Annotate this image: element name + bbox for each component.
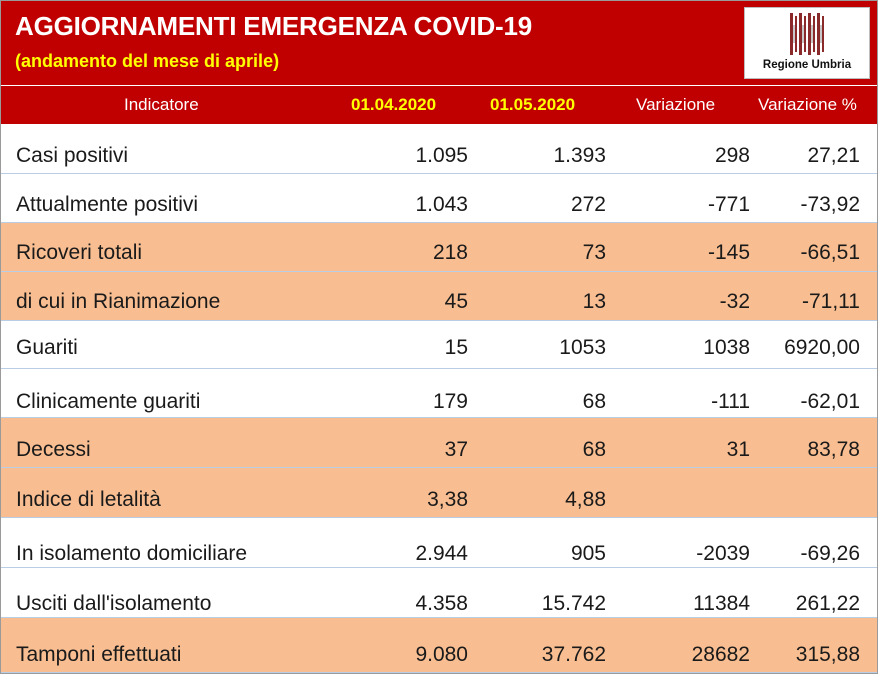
cell-01-04-2020: 45 [444,290,468,313]
cell-01-04-2020: 1.043 [415,193,468,216]
table-row: Indice di letalità 3,38 4,88 [1,468,877,518]
cell-indicatore: In isolamento domiciliare [16,542,248,565]
cell-variazione: -145 [707,241,750,264]
cell-01-04-2020: 3,38 [427,488,468,511]
table-row: Usciti dall'isolamento 4.358 15.742 11384 26… [1,568,877,618]
cell-variazione-percent: 27,21 [807,144,860,167]
cell-indicatore: Attualmente positivi [16,193,199,216]
cell-01-05-2020: 1.393 [553,144,606,167]
table-header: Indicatore 01.04.2020 01.05.2020 Variazi… [1,86,877,124]
col-header-variazione-percent: Variazione % [758,95,857,114]
cell-01-04-2020: 37 [444,438,468,461]
col-header-indicatore: Indicatore [124,95,199,114]
table-row: Attualmente positivi 1.043 272 -771 -73,92 [1,174,877,223]
cell-01-04-2020: 15 [444,336,468,359]
table-row: Casi positivi 1.095 1.393 298 27,21 [1,125,877,174]
cell-01-05-2020: 68 [582,438,606,461]
cell-variazione: 11384 [693,592,750,615]
cell-indicatore: Guariti [16,336,78,359]
cell-variazione: 28682 [691,643,750,666]
cell-variazione-percent: 261,22 [795,592,860,615]
table-row: Ricoveri totali 218 73 -145 -66,51 [1,223,877,272]
cell-variazione-percent: -62,01 [800,390,860,413]
cell-01-05-2020: 15.742 [541,592,606,615]
cell-variazione-percent: 6920,00 [784,336,860,359]
cell-01-04-2020: 2.944 [415,542,468,565]
cell-indicatore: Usciti dall'isolamento [16,592,212,615]
page-subtitle: (andamento del mese di aprile) [15,51,280,71]
page-title: AGGIORNAMENTI EMERGENZA COVID-19 [15,11,533,41]
logo-label: Regione Umbria [762,59,852,71]
umbria-emblem-icon [790,13,824,55]
table-row: Tamponi effettuati 9.080 37.762 28682 315,88 [1,618,877,673]
col-header-date-2: 01.05.2020 [490,95,576,114]
table-row: Guariti 15 1053 1038 6920,00 [1,321,877,369]
table-row: Clinicamente guariti 179 68 -111 -62,01 [1,369,877,418]
cell-indicatore: Decessi [16,438,91,461]
cell-indicatore: Clinicamente guariti [16,390,201,413]
cell-01-05-2020: 905 [570,542,606,565]
cell-indicatore: Casi positivi [16,144,129,167]
table-row: di cui in Rianimazione 45 13 -32 -71,11 [1,272,877,321]
table-row: In isolamento domiciliare 2.944 905 -2039 -6… [1,518,877,568]
cell-variazione-percent: 83,78 [807,438,860,461]
cell-variazione: -771 [707,193,750,216]
cell-variazione-percent: -69,26 [800,542,860,565]
cell-variazione: -2039 [696,542,750,565]
cell-variazione-percent: -71,11 [802,290,860,313]
cell-01-04-2020: 179 [432,390,468,413]
cell-variazione: 1038 [703,336,750,359]
col-header-variazione: Variazione [636,95,716,114]
cell-01-04-2020: 1.095 [415,144,468,167]
cell-01-05-2020: 68 [582,390,606,413]
cell-indicatore: Tamponi effettuati [16,643,182,666]
cell-01-05-2020: 4,88 [565,488,606,511]
cell-variazione: 31 [726,438,750,461]
cell-variazione: -111 [711,390,750,413]
cell-variazione-percent: 315,88 [795,643,860,666]
regione-umbria-logo: Regione Umbria [744,7,870,79]
cell-01-04-2020: 218 [432,241,468,264]
cell-01-05-2020: 73 [582,241,606,264]
table-row: Decessi 37 68 31 83,78 [1,418,877,468]
cell-indicatore: di cui in Rianimazione [16,290,221,313]
cell-variazione-percent: -66,51 [800,241,860,264]
cell-variazione-percent: -73,92 [800,193,860,216]
cell-01-05-2020: 37.762 [541,643,606,666]
cell-01-05-2020: 1053 [559,336,606,359]
cell-indicatore: Indice di letalità [16,488,161,511]
title-banner: AGGIORNAMENTI EMERGENZA COVID-19 (andame… [1,1,877,85]
cell-01-05-2020: 13 [582,290,606,313]
col-header-date-1: 01.04.2020 [351,95,437,114]
cell-variazione: 298 [714,144,750,167]
cell-01-04-2020: 9.080 [415,643,468,666]
cell-variazione: -32 [719,290,750,313]
cell-01-04-2020: 4.358 [415,592,468,615]
cell-indicatore: Ricoveri totali [16,241,143,264]
cell-01-05-2020: 272 [570,193,606,216]
